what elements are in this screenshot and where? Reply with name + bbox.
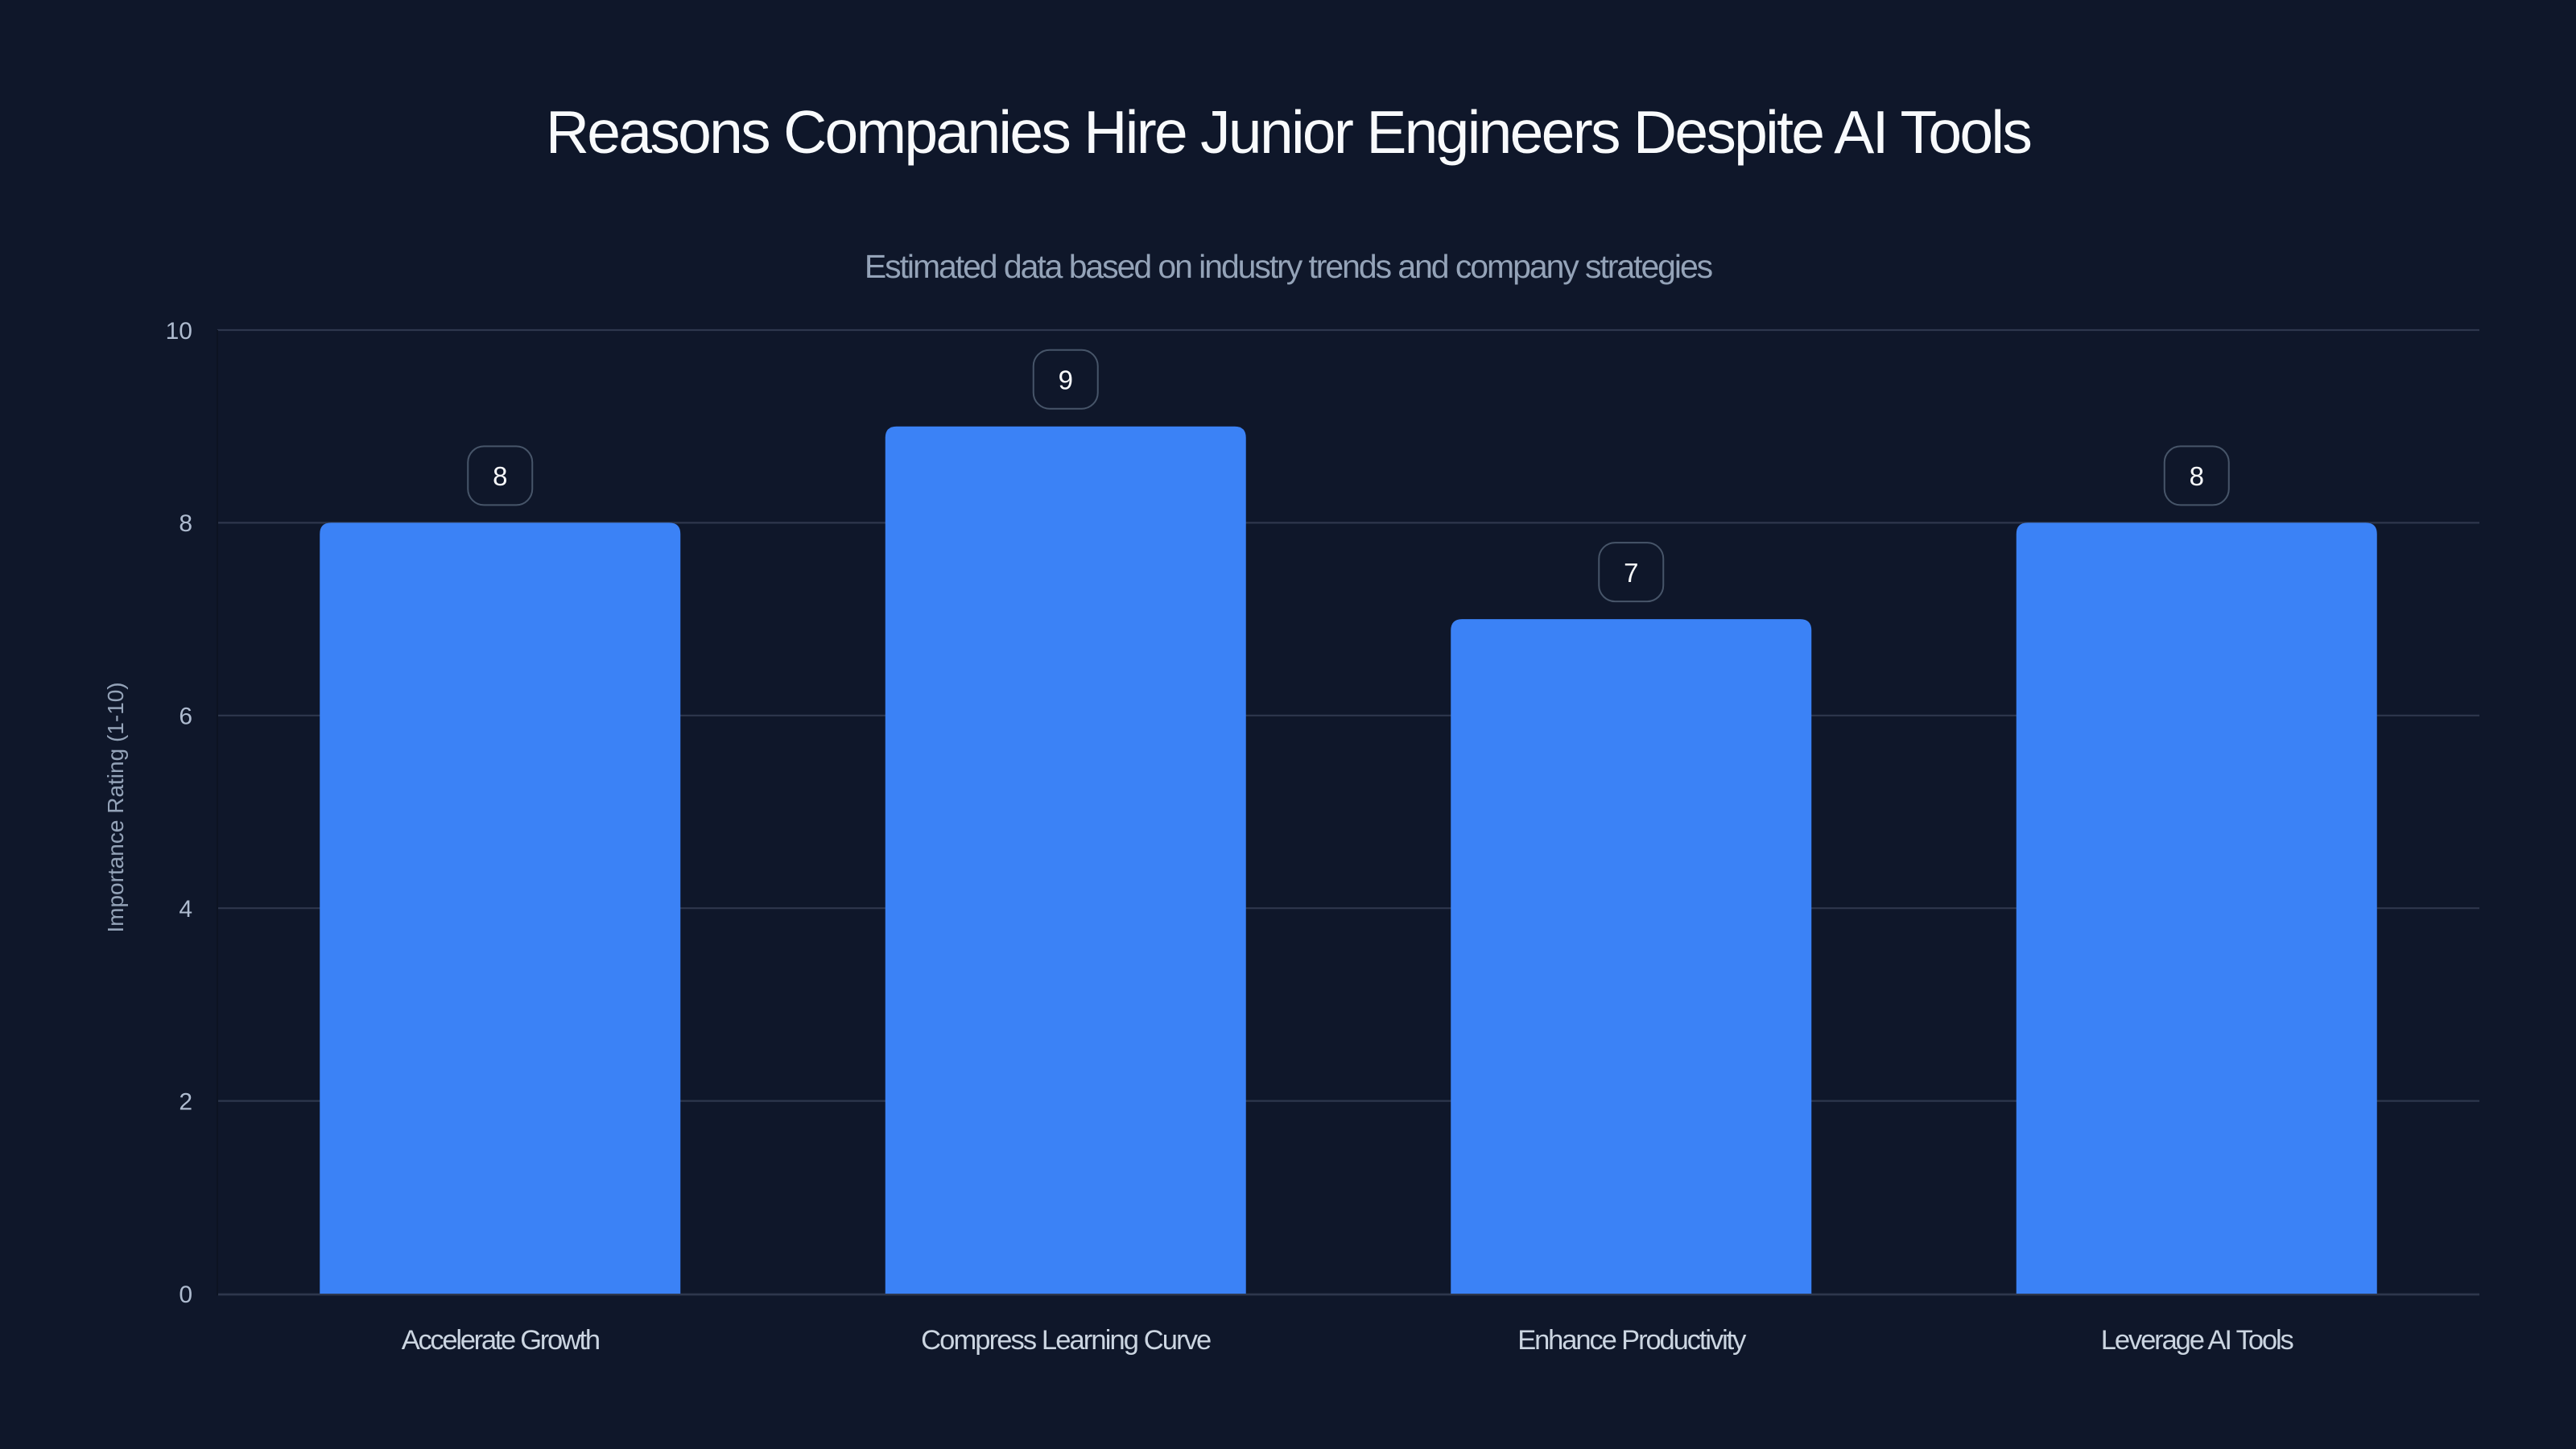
svg-text:6: 6	[179, 704, 192, 730]
svg-text:Leverage AI Tools: Leverage AI Tools	[2101, 1325, 2293, 1356]
svg-text:Reasons Companies Hire Junior: Reasons Companies Hire Junior Engineers …	[546, 98, 2030, 166]
svg-text:Compress Learning Curve: Compress Learning Curve	[921, 1325, 1211, 1356]
svg-text:2: 2	[179, 1088, 192, 1115]
svg-text:7: 7	[1624, 558, 1638, 588]
svg-text:Accelerate Growth: Accelerate Growth	[402, 1325, 599, 1356]
svg-text:Importance Rating (1-10): Importance Rating (1-10)	[103, 682, 128, 932]
svg-text:10: 10	[166, 318, 192, 345]
svg-text:9: 9	[1059, 365, 1073, 395]
svg-text:Enhance Productivity: Enhance Productivity	[1517, 1325, 1747, 1356]
svg-text:0: 0	[179, 1282, 192, 1308]
svg-text:Estimated data based on indust: Estimated data based on industry trends …	[865, 248, 1713, 285]
svg-text:8: 8	[493, 461, 507, 491]
svg-text:8: 8	[2190, 461, 2204, 491]
svg-text:4: 4	[179, 896, 192, 923]
svg-text:8: 8	[179, 510, 192, 537]
